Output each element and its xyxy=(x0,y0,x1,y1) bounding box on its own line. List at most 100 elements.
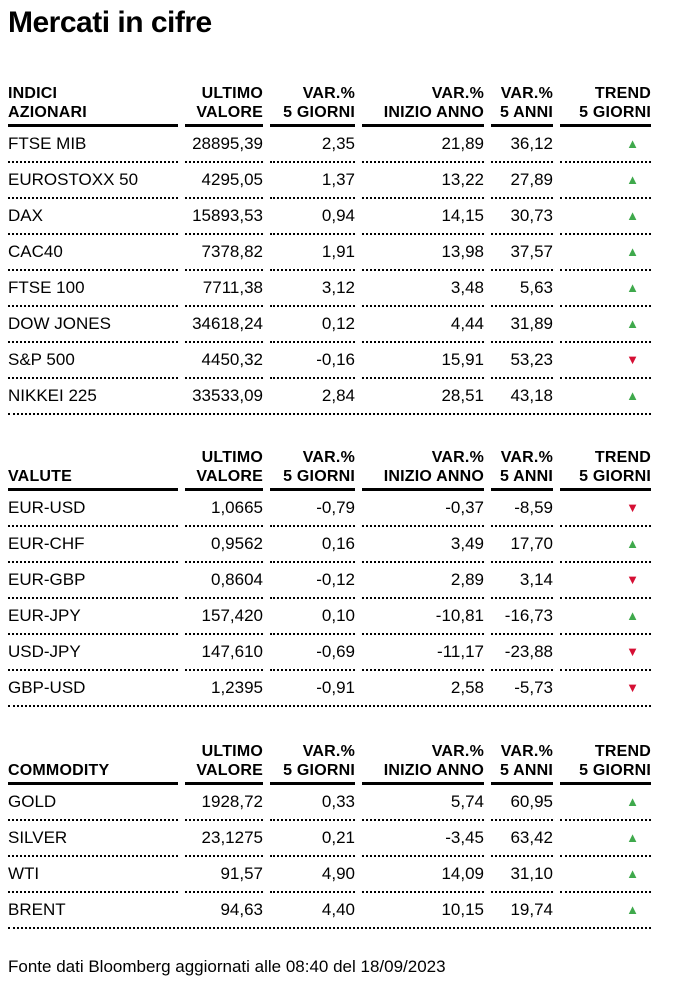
column-header-line2: 5 ANNI xyxy=(499,104,553,121)
value-var-5-giorni: 0,16 xyxy=(270,527,355,563)
instrument-name: EUR-CHF xyxy=(8,527,178,563)
page-title: Mercati in cifre xyxy=(8,6,212,39)
column-header-line1: TREND xyxy=(594,85,651,102)
trend-down-icon: ▼ xyxy=(626,572,639,587)
value-var-5-anni: -5,73 xyxy=(514,678,553,697)
table-commodity: COMMODITY ULTIMO VALORE VAR.% 5 GIORNI VAR.% I… xyxy=(8,742,659,929)
value-var-5-anni: 27,89 xyxy=(491,163,553,199)
value-var-5-anni: 31,10 xyxy=(491,857,553,893)
column-header-line1: ULTIMO xyxy=(201,449,263,466)
trend-up-icon: ▲ xyxy=(626,902,639,917)
column-header-line2: 5 GIORNI xyxy=(579,468,651,485)
markets-tables: INDICI AZIONARI ULTIMO VALORE VAR.% 5 GIORNI V… xyxy=(8,84,659,929)
value-var-inizio-anno: 13,98 xyxy=(362,235,484,271)
value-ultimo-valore: 91,57 xyxy=(185,857,263,893)
value-ultimo-valore: 15893,53 xyxy=(185,199,263,235)
column-header-var-inizio-anno: VAR.% INIZIO ANNO xyxy=(362,84,484,127)
value-var-5-giorni: 0,33 xyxy=(270,785,355,821)
value-ultimo-valore: 23,1275 xyxy=(185,821,263,857)
value-ultimo-valore: 4295,05 xyxy=(185,163,263,199)
instrument-name: GOLD xyxy=(8,785,178,821)
value-var-inizio-anno: 4,44 xyxy=(362,307,484,343)
value-var-5-anni: -16,73 xyxy=(491,599,553,635)
trend-cell: ▲ xyxy=(560,271,651,307)
trend-cell: ▼ xyxy=(560,491,651,527)
column-header-ultimo-valore: ULTIMO VALORE xyxy=(185,448,263,491)
trend-up-icon: ▲ xyxy=(626,830,639,845)
table-bottom-rule xyxy=(8,927,651,929)
value-var-inizio-anno: -11,17 xyxy=(362,635,484,671)
value-var-inizio-anno: 14,15 xyxy=(362,199,484,235)
trend-up-icon: ▲ xyxy=(626,794,639,809)
instrument-name: EUR-GBP xyxy=(8,563,178,599)
column-header-line2: VALORE xyxy=(196,762,263,779)
column-header-line2: 5 GIORNI xyxy=(283,104,355,121)
value-var-5-anni: -8,59 xyxy=(491,491,553,527)
column-header-ultimo-valore: ULTIMO VALORE xyxy=(185,742,263,785)
column-header-line2: VALORE xyxy=(196,468,263,485)
value-var-inizio-anno: 28,51 xyxy=(441,386,484,405)
column-header-var-inizio-anno: VAR.% INIZIO ANNO xyxy=(362,742,484,785)
trend-up-icon: ▲ xyxy=(626,388,639,403)
value-ultimo-valore: 4450,32 xyxy=(185,343,263,379)
trend-down-icon: ▼ xyxy=(626,352,639,367)
column-header-line2: VALORE xyxy=(196,104,263,121)
trend-cell: ▼ xyxy=(560,343,651,379)
instrument-name: EUR-JPY xyxy=(8,599,178,635)
column-header-trend-5-giorni: TREND 5 GIORNI xyxy=(560,84,651,127)
value-var-inizio-anno: 14,09 xyxy=(362,857,484,893)
instrument-name: FTSE MIB xyxy=(8,127,178,163)
value-var-5-giorni: -0,91 xyxy=(316,678,355,697)
instrument-name: FTSE 100 xyxy=(8,271,178,307)
value-var-inizio-anno: -10,81 xyxy=(362,599,484,635)
source-note: Fonte dati Bloomberg aggiornati alle 08:… xyxy=(8,957,446,976)
value-var-5-anni: -23,88 xyxy=(491,635,553,671)
trend-cell: ▲ xyxy=(560,599,651,635)
table-bottom-rule xyxy=(8,705,651,707)
trend-cell: ▲ xyxy=(560,307,651,343)
column-header-ultimo-valore: ULTIMO VALORE xyxy=(185,84,263,127)
value-ultimo-valore: 33533,09 xyxy=(192,386,263,405)
column-header-var-5-giorni: VAR.% 5 GIORNI xyxy=(270,84,355,127)
column-header-line1: VAR.% xyxy=(431,449,484,466)
value-var-inizio-anno: 3,49 xyxy=(362,527,484,563)
value-var-5-giorni: 0,10 xyxy=(270,599,355,635)
value-var-5-giorni: 1,37 xyxy=(270,163,355,199)
trend-cell: ▲ xyxy=(560,163,651,199)
column-header-line2: INIZIO ANNO xyxy=(383,104,484,121)
value-var-5-giorni: 0,21 xyxy=(270,821,355,857)
column-header-valute: VALUTE xyxy=(8,448,178,491)
trend-cell: ▲ xyxy=(560,379,651,413)
trend-cell: ▲ xyxy=(560,199,651,235)
column-header-line2: INIZIO ANNO xyxy=(383,468,484,485)
value-var-inizio-anno: 10,15 xyxy=(441,900,484,919)
trend-cell: ▲ xyxy=(560,821,651,857)
column-header-line1: TREND xyxy=(594,743,651,760)
table-bottom-rule xyxy=(8,413,651,415)
column-header-var-5-giorni: VAR.% 5 GIORNI xyxy=(270,742,355,785)
column-header-line1: VAR.% xyxy=(500,449,553,466)
column-header-line1: TREND xyxy=(594,449,651,466)
value-var-inizio-anno: 2,89 xyxy=(362,563,484,599)
value-var-inizio-anno: 15,91 xyxy=(362,343,484,379)
value-var-5-giorni: 4,40 xyxy=(321,900,355,919)
value-ultimo-valore: 147,610 xyxy=(185,635,263,671)
value-var-5-anni: 19,74 xyxy=(510,900,553,919)
value-var-5-anni: 53,23 xyxy=(491,343,553,379)
value-var-5-anni: 3,14 xyxy=(491,563,553,599)
table-valute: VALUTE ULTIMO VALORE VAR.% 5 GIORNI VAR.% INIZ… xyxy=(8,448,659,707)
value-ultimo-valore: 0,9562 xyxy=(185,527,263,563)
column-header-commodity: COMMODITY xyxy=(8,742,178,785)
column-header-var-5-anni: VAR.% 5 ANNI xyxy=(491,742,553,785)
value-var-5-anni: 36,12 xyxy=(491,127,553,163)
trend-cell: ▲ xyxy=(560,893,651,927)
value-var-5-anni: 5,63 xyxy=(491,271,553,307)
column-header-line2: 5 ANNI xyxy=(499,468,553,485)
trend-up-icon: ▲ xyxy=(626,866,639,881)
value-var-5-anni: 63,42 xyxy=(491,821,553,857)
instrument-name: SILVER xyxy=(8,821,178,857)
value-var-5-giorni: 4,90 xyxy=(270,857,355,893)
value-var-5-anni: 17,70 xyxy=(491,527,553,563)
column-header-line2: AZIONARI xyxy=(8,104,87,121)
